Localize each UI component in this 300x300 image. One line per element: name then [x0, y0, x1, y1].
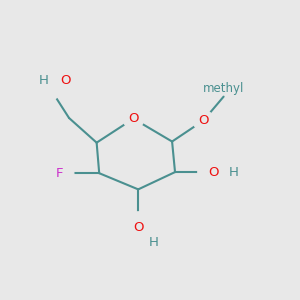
Text: O: O	[198, 114, 208, 127]
Text: O: O	[128, 112, 139, 125]
Circle shape	[129, 212, 147, 230]
Text: O: O	[60, 74, 70, 87]
Text: H: H	[148, 236, 158, 249]
Text: F: F	[55, 167, 63, 180]
Circle shape	[123, 108, 144, 129]
Circle shape	[193, 110, 214, 131]
Circle shape	[198, 162, 218, 182]
Circle shape	[56, 164, 74, 182]
Text: H: H	[228, 166, 238, 178]
Text: O: O	[133, 221, 143, 234]
Circle shape	[40, 79, 61, 100]
Text: O: O	[208, 166, 219, 178]
Text: H: H	[39, 74, 49, 87]
Text: methyl: methyl	[203, 82, 244, 95]
